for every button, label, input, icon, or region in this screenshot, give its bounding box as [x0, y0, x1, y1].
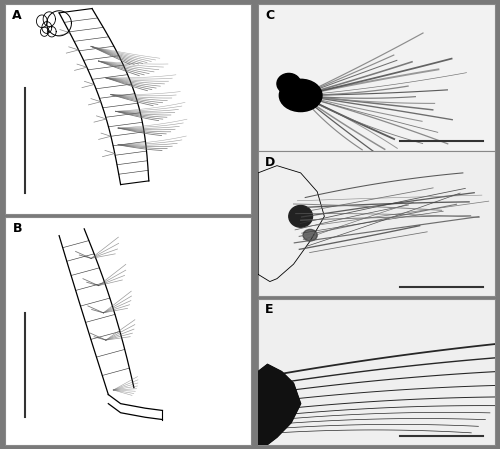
Ellipse shape — [277, 74, 300, 94]
Ellipse shape — [303, 229, 318, 241]
Text: D: D — [265, 155, 276, 168]
Ellipse shape — [289, 206, 312, 227]
Ellipse shape — [280, 79, 322, 111]
Polygon shape — [258, 166, 324, 282]
Text: C: C — [265, 9, 274, 22]
Polygon shape — [258, 364, 300, 445]
Text: A: A — [12, 9, 22, 22]
Text: B: B — [12, 222, 22, 235]
Text: E: E — [265, 303, 274, 316]
